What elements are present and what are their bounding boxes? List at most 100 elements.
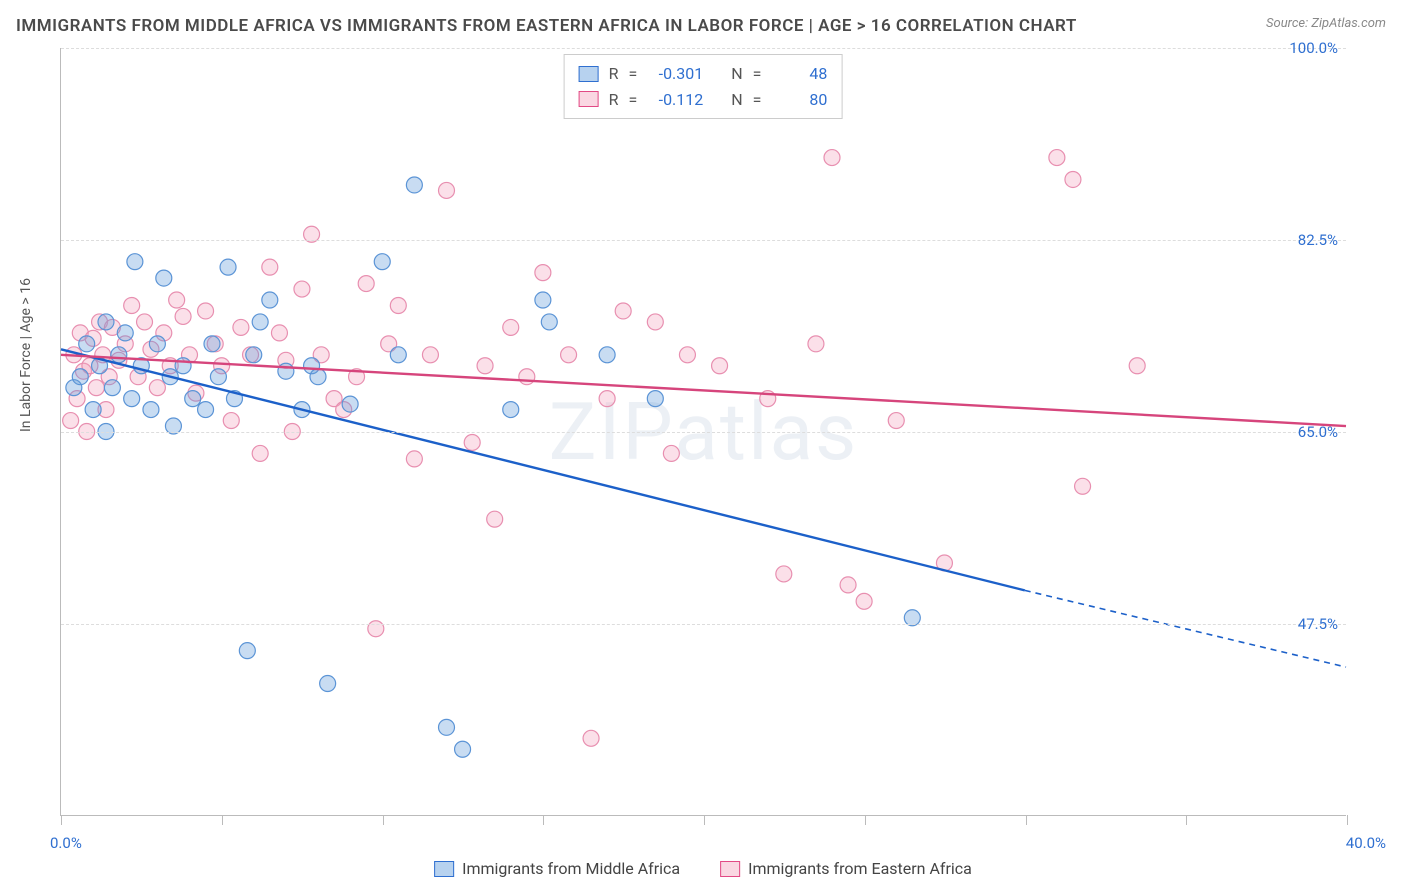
scatter-point-blue: [117, 325, 133, 341]
legend-label-blue: Immigrants from Middle Africa: [462, 859, 680, 878]
scatter-point-pink: [88, 380, 104, 396]
scatter-point-blue: [647, 391, 663, 407]
scatter-point-pink: [615, 303, 631, 319]
scatter-point-pink: [439, 182, 455, 198]
chart-title: IMMIGRANTS FROM MIDDLE AFRICA VS IMMIGRA…: [16, 16, 1077, 36]
x-tick: [61, 815, 62, 825]
scatter-point-pink: [647, 314, 663, 330]
scatter-point-pink: [233, 319, 249, 335]
scatter-point-pink: [679, 347, 695, 363]
scatter-point-blue: [79, 336, 95, 352]
scatter-point-blue: [310, 369, 326, 385]
scatter-point-pink: [63, 413, 79, 429]
scatter-point-blue: [541, 314, 557, 330]
gridline: [61, 432, 1346, 433]
y-tick-label: 100.0%: [1289, 39, 1338, 57]
scatter-point-pink: [503, 319, 519, 335]
scatter-point-pink: [294, 281, 310, 297]
x-tick: [1026, 815, 1027, 825]
stat-r-label: R: [609, 61, 619, 87]
scatter-point-pink: [583, 730, 599, 746]
x-tick: [704, 815, 705, 825]
scatter-point-pink: [599, 391, 615, 407]
scatter-point-blue: [239, 643, 255, 659]
scatter-point-pink: [477, 358, 493, 374]
x-tick: [543, 815, 544, 825]
scatter-point-pink: [175, 308, 191, 324]
scatter-point-blue: [210, 369, 226, 385]
gridline: [61, 240, 1346, 241]
scatter-point-pink: [137, 314, 153, 330]
swatch-pink-icon: [720, 861, 740, 877]
scatter-point-pink: [198, 303, 214, 319]
scatter-point-pink: [712, 358, 728, 374]
scatter-point-blue: [252, 314, 268, 330]
x-min-label: 0.0%: [50, 834, 82, 852]
scatter-point-pink: [824, 150, 840, 166]
scatter-point-blue: [262, 292, 278, 308]
stat-r-pink: -0.112: [647, 87, 703, 113]
swatch-pink-icon: [579, 91, 599, 107]
scatter-point-pink: [223, 413, 239, 429]
bottom-legend: Immigrants from Middle Africa Immigrants…: [434, 859, 972, 878]
stat-n-label: N: [731, 87, 742, 113]
y-tick-label: 82.5%: [1298, 231, 1338, 249]
x-tick: [1347, 815, 1348, 825]
scatter-point-pink: [124, 298, 140, 314]
scatter-point-pink: [358, 276, 374, 292]
stats-legend-box: R = -0.301 N = 48 R = -0.112 N = 80: [564, 54, 843, 119]
stat-eq: =: [753, 61, 762, 87]
stat-eq: =: [628, 87, 637, 113]
scatter-point-blue: [185, 391, 201, 407]
scatter-point-blue: [204, 336, 220, 352]
scatter-point-pink: [390, 298, 406, 314]
scatter-point-blue: [320, 676, 336, 692]
x-tick: [222, 815, 223, 825]
swatch-blue-icon: [434, 861, 454, 877]
scatter-point-pink: [856, 593, 872, 609]
trendline-blue: [61, 349, 1025, 590]
scatter-point-blue: [455, 741, 471, 757]
scatter-point-pink: [169, 292, 185, 308]
scatter-point-pink: [406, 451, 422, 467]
scatter-point-blue: [111, 347, 127, 363]
scatter-point-pink: [663, 445, 679, 461]
scatter-point-blue: [342, 396, 358, 412]
scatter-point-pink: [519, 369, 535, 385]
scatter-point-blue: [198, 402, 214, 418]
scatter-point-pink: [1049, 150, 1065, 166]
scatter-point-pink: [262, 259, 278, 275]
trendline-pink: [61, 355, 1346, 426]
scatter-point-blue: [439, 719, 455, 735]
gridline: [61, 624, 1346, 625]
y-tick-label: 65.0%: [1298, 423, 1338, 441]
legend-label-pink: Immigrants from Eastern Africa: [748, 859, 972, 878]
scatter-point-blue: [599, 347, 615, 363]
scatter-point-pink: [1065, 171, 1081, 187]
scatter-point-pink: [1129, 358, 1145, 374]
x-tick: [1186, 815, 1187, 825]
scatter-point-blue: [374, 254, 390, 270]
stats-row-pink: R = -0.112 N = 80: [579, 87, 828, 113]
scatter-point-pink: [1075, 478, 1091, 494]
scatter-point-pink: [535, 265, 551, 281]
scatter-point-pink: [149, 380, 165, 396]
stats-row-blue: R = -0.301 N = 48: [579, 61, 828, 87]
scatter-point-blue: [72, 369, 88, 385]
scatter-point-pink: [808, 336, 824, 352]
scatter-point-blue: [98, 314, 114, 330]
stat-r-label: R: [609, 87, 619, 113]
scatter-point-blue: [85, 402, 101, 418]
x-max-label: 40.0%: [1346, 834, 1386, 852]
swatch-blue-icon: [579, 66, 599, 82]
stat-r-blue: -0.301: [647, 61, 703, 87]
source-attribution: Source: ZipAtlas.com: [1266, 16, 1386, 31]
stat-eq: =: [628, 61, 637, 87]
legend-item-blue: Immigrants from Middle Africa: [434, 859, 680, 878]
stat-eq: =: [753, 87, 762, 113]
scatter-point-blue: [390, 347, 406, 363]
plot-area: ZIPatlas 47.5%65.0%82.5%100.0%: [60, 48, 1346, 816]
stat-n-label: N: [731, 61, 742, 87]
y-axis-label: In Labor Force | Age > 16: [18, 278, 34, 432]
scatter-point-blue: [246, 347, 262, 363]
